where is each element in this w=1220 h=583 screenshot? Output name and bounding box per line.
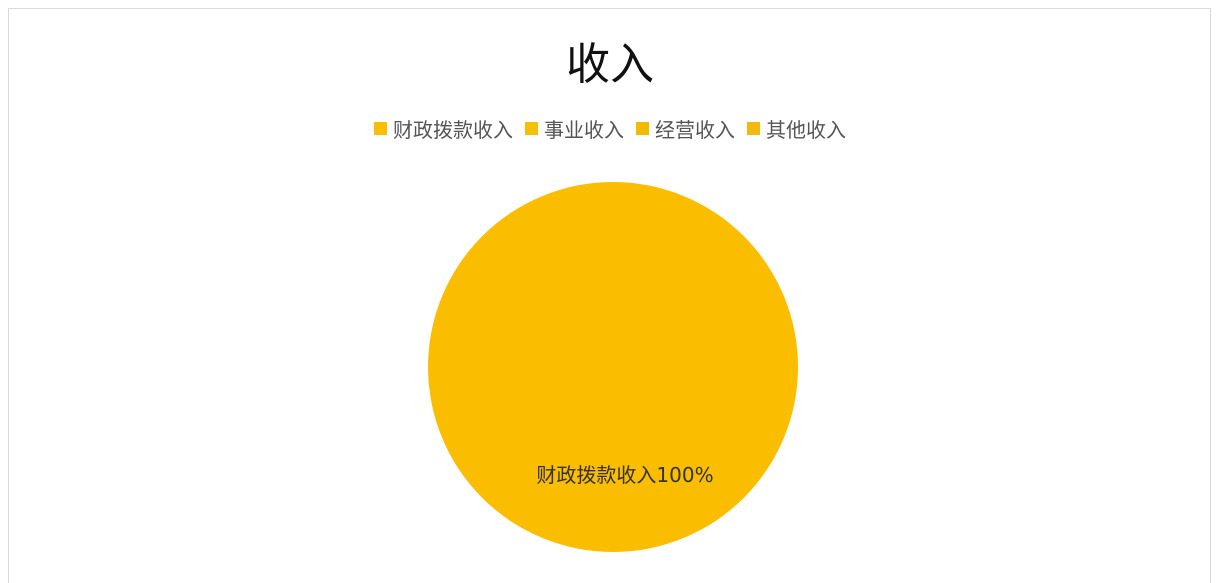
legend-item-2: 经营收入 — [636, 114, 735, 143]
chart-title: 收入 — [566, 39, 654, 90]
legend-swatch-2 — [636, 122, 649, 135]
legend-item-1: 事业收入 — [525, 114, 624, 143]
legend-swatch-3 — [747, 122, 760, 135]
legend-swatch-0 — [374, 122, 387, 135]
data-label-0: 财政拨款收入100% — [536, 463, 713, 487]
legend-label-0: 财政拨款收入 — [393, 118, 513, 142]
legend-label-1: 事业收入 — [544, 118, 624, 142]
legend-label-2: 经营收入 — [655, 118, 735, 142]
legend-item-0: 财政拨款收入 — [374, 114, 513, 143]
legend: 财政拨款收入 事业收入 经营收入 其他收入 — [0, 114, 1220, 143]
legend-swatch-1 — [525, 122, 538, 135]
legend-item-3: 其他收入 — [747, 114, 846, 143]
pie-slice-0 — [428, 182, 798, 552]
legend-label-3: 其他收入 — [766, 118, 846, 142]
